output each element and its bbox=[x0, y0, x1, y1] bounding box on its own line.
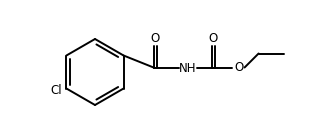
Text: Cl: Cl bbox=[50, 84, 62, 97]
Text: O: O bbox=[150, 32, 159, 45]
Text: O: O bbox=[208, 32, 217, 45]
Text: O: O bbox=[234, 61, 243, 74]
Text: NH: NH bbox=[179, 62, 196, 75]
